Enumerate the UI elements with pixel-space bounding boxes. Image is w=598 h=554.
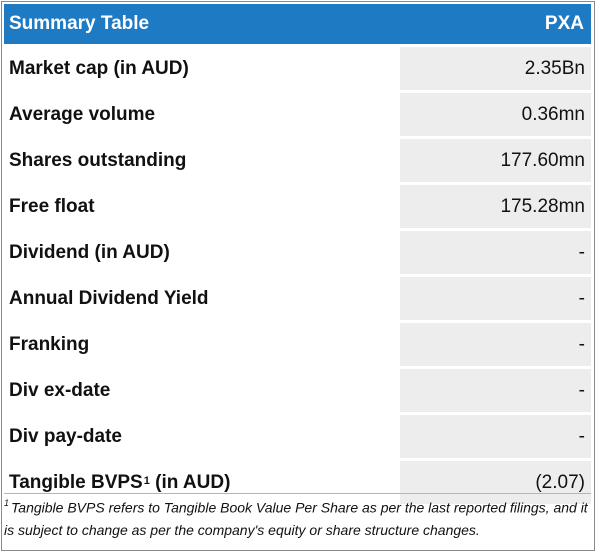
table-rows: Market cap (in AUD) 2.35Bn Average volum… xyxy=(4,47,591,504)
row-label: Market cap (in AUD) xyxy=(9,57,189,79)
table-row-free-float: Free float 175.28mn xyxy=(4,185,591,228)
row-value: 2.35Bn xyxy=(400,47,591,90)
footnote-divider xyxy=(4,493,591,494)
row-label-suffix: (in AUD) xyxy=(149,471,231,493)
row-value: - xyxy=(400,369,591,412)
row-label-main: Tangible BVPS xyxy=(9,471,143,493)
table-row-div-pay-date: Div pay-date - xyxy=(4,415,591,458)
summary-table: Summary Table PXA Market cap (in AUD) 2.… xyxy=(4,4,591,507)
row-label: Div pay-date xyxy=(9,425,122,447)
table-row-annual-dividend-yield: Annual Dividend Yield - xyxy=(4,277,591,320)
row-value: 0.36mn xyxy=(400,93,591,136)
row-label: Franking xyxy=(9,333,90,355)
table-row-shares-outstanding: Shares outstanding 177.60mn xyxy=(4,139,591,182)
table-row-franking: Franking - xyxy=(4,323,591,366)
table-row-tangible-bvps: Tangible BVPS 1 (in AUD) (2.07) xyxy=(4,461,591,504)
row-label: Free float xyxy=(9,195,95,217)
table-row-market-cap: Market cap (in AUD) 2.35Bn xyxy=(4,47,591,90)
header-label: Summary Table xyxy=(9,13,150,34)
header-ticker: PXA xyxy=(544,13,584,34)
footnote: 1 Tangible BVPS refers to Tangible Book V… xyxy=(4,493,594,541)
row-value: - xyxy=(400,323,591,366)
row-label: Shares outstanding xyxy=(9,149,187,171)
table-row-average-volume: Average volume 0.36mn xyxy=(4,93,591,136)
footnote-ref: 1 xyxy=(143,474,150,487)
row-value: (2.07) xyxy=(400,461,591,504)
row-value: - xyxy=(400,415,591,458)
row-label: Dividend (in AUD) xyxy=(9,241,170,263)
row-label: Annual Dividend Yield xyxy=(9,287,209,309)
footnote-marker: 1 xyxy=(4,498,10,508)
row-value: - xyxy=(400,277,591,320)
table-row-dividend: Dividend (in AUD) - xyxy=(4,231,591,274)
row-value: 175.28mn xyxy=(400,185,591,228)
row-value: 177.60mn xyxy=(400,139,591,182)
table-row-div-ex-date: Div ex-date - xyxy=(4,369,591,412)
footnote-text: Tangible BVPS refers to Tangible Book Va… xyxy=(4,499,588,538)
row-label: Average volume xyxy=(9,103,156,125)
row-value: - xyxy=(400,231,591,274)
row-label: Tangible BVPS 1 (in AUD) xyxy=(4,461,397,504)
row-label: Div ex-date xyxy=(9,379,111,401)
table-header: Summary Table PXA xyxy=(4,4,591,44)
